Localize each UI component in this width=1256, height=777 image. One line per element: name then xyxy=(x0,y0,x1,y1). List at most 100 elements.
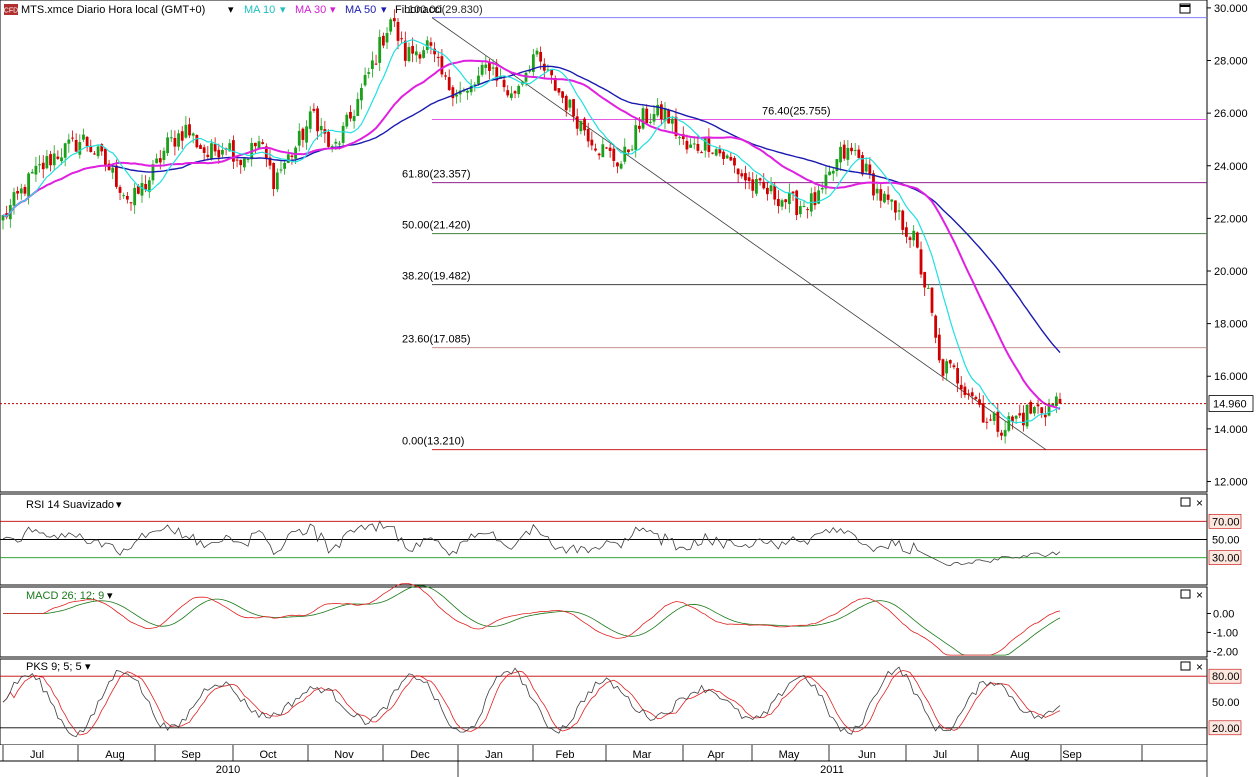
candle-body xyxy=(868,164,872,174)
ma10-label[interactable]: MA 10 xyxy=(244,4,275,16)
symbol-dropdown-icon[interactable]: ▾ xyxy=(228,4,234,16)
candle-body xyxy=(616,162,619,167)
macd-maximize-icon[interactable] xyxy=(1180,589,1191,599)
time-axis: Jul Aug Sep Oct Nov Dec Jan Feb Mar Apr May Jun Jul A… xyxy=(0,745,1256,777)
candle-body xyxy=(253,142,257,147)
candle-body xyxy=(56,156,60,159)
candle-body xyxy=(630,149,634,151)
candle-body xyxy=(16,191,20,194)
candle-body xyxy=(908,237,912,240)
candle-body xyxy=(228,143,232,152)
ma50-label[interactable]: MA 50 xyxy=(345,4,376,16)
candle-body xyxy=(312,108,316,111)
candle-body xyxy=(60,157,63,162)
candle-body xyxy=(784,199,788,203)
candle-body xyxy=(217,149,221,158)
macd-signal-line xyxy=(3,585,1061,656)
candle-body xyxy=(407,47,411,62)
candle-body xyxy=(659,104,663,120)
rsi-dropdown-icon[interactable]: ▾ xyxy=(116,499,122,511)
candle-body xyxy=(901,210,905,230)
pks-tick-label: 50.00 xyxy=(1212,697,1240,709)
price-tick-label: 18.000 xyxy=(1214,319,1248,331)
candle-body xyxy=(989,419,992,421)
candle-body xyxy=(210,143,213,159)
month-label: Apr xyxy=(707,749,724,761)
price-tick-label: 30.000 xyxy=(1214,3,1248,15)
candle-body xyxy=(283,162,287,169)
candle-body xyxy=(583,118,586,131)
candle-body xyxy=(619,163,623,169)
candle-body xyxy=(915,232,919,248)
candle-body xyxy=(1014,415,1018,419)
candle-body xyxy=(360,87,363,101)
candle-body xyxy=(1011,416,1014,422)
candle-body xyxy=(125,195,129,200)
candle-body xyxy=(111,167,115,173)
candle-body xyxy=(736,168,740,175)
candle-body xyxy=(926,287,930,289)
price-tick-label: 16.000 xyxy=(1214,371,1248,383)
price-tick-label: 14.000 xyxy=(1214,424,1248,436)
candle-body xyxy=(517,85,521,95)
fibonacci-label[interactable]: Fibonacci xyxy=(395,4,442,16)
candle-body xyxy=(579,120,583,132)
candle-body xyxy=(923,272,927,288)
candle-body xyxy=(1,215,5,221)
candle-body xyxy=(553,78,557,91)
candle-body xyxy=(857,149,861,158)
candle-body xyxy=(795,190,799,216)
candle-body xyxy=(1040,407,1044,414)
candle-body xyxy=(714,149,718,156)
rsi-close-icon[interactable]: × xyxy=(1196,496,1203,510)
maximize-icon[interactable] xyxy=(1179,3,1191,14)
month-label: Nov xyxy=(334,749,354,761)
candle-body xyxy=(338,143,341,145)
ma10-dropdown-icon[interactable]: ▾ xyxy=(280,4,286,16)
candle-body xyxy=(718,149,722,154)
candle-body xyxy=(82,134,85,140)
macd-dropdown-icon[interactable]: ▾ xyxy=(107,590,113,602)
candle-body xyxy=(418,54,422,59)
symbol-title[interactable]: MTS.xmce Diario Hora local (GMT+0) xyxy=(21,4,205,16)
month-label: Mar xyxy=(633,749,652,761)
candle-body xyxy=(436,56,440,58)
candle-body xyxy=(711,152,714,154)
candle-body xyxy=(930,287,934,313)
candle-body xyxy=(546,69,550,71)
candle-body xyxy=(513,91,517,94)
month-label: Feb xyxy=(556,749,575,761)
cfd-badge xyxy=(4,4,18,15)
macd-close-icon[interactable]: × xyxy=(1196,588,1203,602)
pks-dropdown-icon[interactable]: ▾ xyxy=(85,661,91,673)
ma50-dropdown-icon[interactable]: ▾ xyxy=(381,4,387,16)
cfd-badge-text: CFD xyxy=(4,8,18,15)
pks-levels xyxy=(0,675,1207,729)
candle-body xyxy=(897,210,901,212)
main-pane-frame xyxy=(0,0,1208,493)
rsi-title[interactable]: RSI 14 Suavizado xyxy=(26,499,114,511)
candle-body xyxy=(136,185,140,194)
candle-body xyxy=(191,133,195,136)
candle-body xyxy=(1047,403,1051,416)
candle-body xyxy=(12,192,16,206)
fib-level-label: 23.60(17.085) xyxy=(402,334,471,346)
candle-body xyxy=(634,125,638,150)
ma30-dropdown-icon[interactable]: ▾ xyxy=(330,4,336,16)
pks-close-icon[interactable]: × xyxy=(1196,660,1203,674)
pks-title[interactable]: PKS 9; 5; 5 xyxy=(26,661,82,673)
candle-body xyxy=(199,145,202,149)
macd-main-line xyxy=(3,583,1061,656)
rsi-levels xyxy=(0,520,1207,559)
candle-body xyxy=(440,56,444,75)
last-price-box xyxy=(1208,395,1254,412)
candle-body xyxy=(177,133,180,147)
macd-title[interactable]: MACD 26; 12; 9 xyxy=(26,590,104,602)
pks-maximize-icon[interactable] xyxy=(1180,661,1191,671)
candle-body xyxy=(89,145,93,152)
candle-body xyxy=(744,173,747,181)
rsi-maximize-icon[interactable] xyxy=(1180,497,1191,507)
month-label: Sep xyxy=(1062,749,1082,761)
candle-body xyxy=(637,125,641,129)
ma30-label[interactable]: MA 30 xyxy=(295,4,326,16)
